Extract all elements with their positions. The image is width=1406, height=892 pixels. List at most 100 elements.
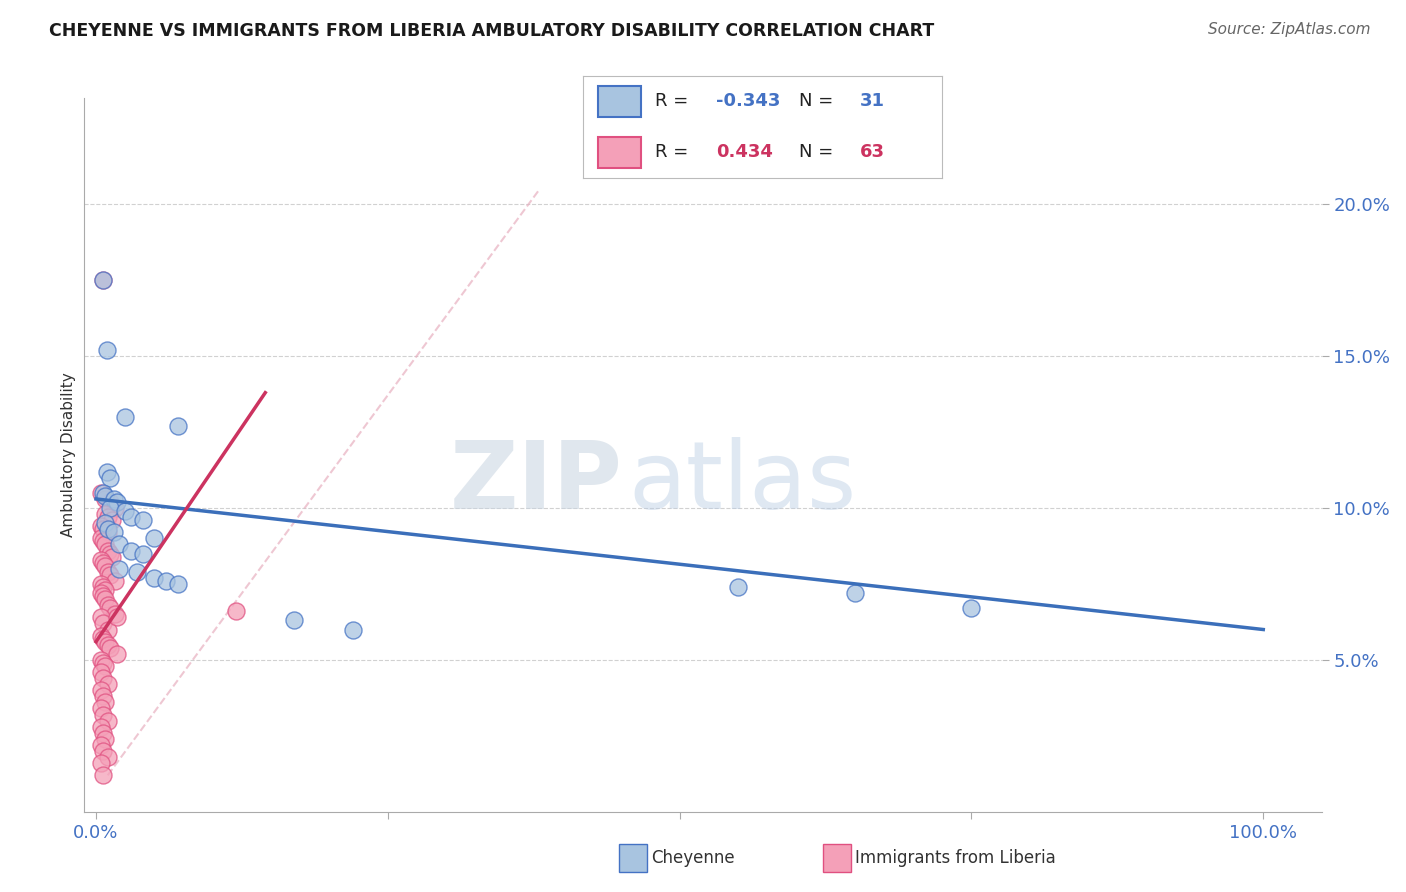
Text: atlas: atlas: [628, 437, 858, 530]
Point: [94, 659, 117, 673]
Text: ZIP: ZIP: [450, 437, 623, 530]
Point: [90, 519, 112, 533]
Point: [91, 273, 114, 287]
Point: [101, 513, 124, 527]
Point: [91, 616, 114, 631]
Point: [91, 522, 114, 536]
Text: Immigrants from Liberia: Immigrants from Liberia: [855, 849, 1056, 867]
Point: [94, 491, 117, 506]
Point: [97, 638, 120, 652]
Point: [90, 586, 112, 600]
Point: [727, 580, 749, 594]
Point: [91, 534, 114, 549]
Point: [166, 419, 188, 434]
Point: [90, 629, 112, 643]
Point: [97, 623, 120, 637]
Text: CHEYENNE VS IMMIGRANTS FROM LIBERIA AMBULATORY DISABILITY CORRELATION CHART: CHEYENNE VS IMMIGRANTS FROM LIBERIA AMBU…: [49, 22, 935, 40]
Y-axis label: Ambulatory Disability: Ambulatory Disability: [60, 373, 76, 537]
Point: [94, 634, 117, 648]
Point: [114, 409, 136, 424]
Point: [98, 640, 121, 655]
Point: [94, 695, 117, 709]
Point: [97, 522, 120, 536]
Point: [143, 571, 166, 585]
Text: Cheyenne: Cheyenne: [651, 849, 734, 867]
Point: [94, 516, 117, 531]
Point: [90, 720, 112, 734]
Point: [90, 610, 112, 624]
Point: [105, 495, 128, 509]
Point: [155, 574, 177, 588]
FancyBboxPatch shape: [598, 137, 641, 168]
Point: [91, 690, 114, 704]
Point: [97, 525, 120, 540]
Point: [98, 601, 121, 615]
Point: [960, 601, 983, 615]
Point: [120, 543, 142, 558]
Point: [91, 768, 114, 782]
Point: [94, 507, 117, 521]
Point: [108, 537, 131, 551]
Point: [103, 491, 125, 506]
Point: [105, 647, 128, 661]
Point: [225, 604, 247, 618]
Point: [94, 558, 117, 573]
Point: [125, 565, 148, 579]
Point: [101, 549, 124, 564]
Point: [94, 592, 117, 607]
Text: N =: N =: [799, 144, 838, 161]
Point: [94, 489, 117, 503]
Text: R =: R =: [655, 144, 700, 161]
Text: N =: N =: [799, 92, 838, 110]
Point: [91, 273, 114, 287]
Text: 63: 63: [859, 144, 884, 161]
Point: [104, 574, 127, 588]
Point: [98, 567, 121, 582]
Point: [91, 707, 114, 722]
Point: [94, 731, 117, 746]
Point: [91, 580, 114, 594]
Point: [91, 725, 114, 739]
Point: [91, 556, 114, 570]
Point: [844, 586, 866, 600]
Point: [98, 495, 121, 509]
Text: 0.434: 0.434: [716, 144, 773, 161]
FancyBboxPatch shape: [598, 87, 641, 117]
Point: [143, 532, 166, 546]
Point: [90, 577, 112, 591]
Point: [97, 599, 120, 613]
Point: [90, 552, 112, 566]
Point: [103, 525, 125, 540]
Point: [96, 343, 118, 358]
Point: [94, 582, 117, 597]
Point: [120, 510, 142, 524]
Point: [91, 589, 114, 603]
Point: [114, 504, 136, 518]
Point: [94, 537, 117, 551]
Point: [90, 532, 112, 546]
Point: [97, 510, 120, 524]
Point: [98, 501, 121, 516]
Point: [97, 714, 120, 728]
Text: -0.343: -0.343: [716, 92, 780, 110]
Point: [283, 614, 305, 628]
Text: Source: ZipAtlas.com: Source: ZipAtlas.com: [1208, 22, 1371, 37]
Point: [96, 465, 118, 479]
Point: [342, 623, 364, 637]
Point: [90, 738, 112, 752]
Point: [91, 744, 114, 758]
Point: [104, 607, 127, 622]
Point: [91, 632, 114, 646]
Point: [166, 577, 188, 591]
Point: [97, 565, 120, 579]
Point: [90, 756, 112, 771]
Point: [90, 486, 112, 500]
Point: [108, 562, 131, 576]
Text: 31: 31: [859, 92, 884, 110]
Point: [132, 547, 155, 561]
Point: [97, 543, 120, 558]
Point: [90, 683, 112, 698]
Point: [91, 486, 114, 500]
Point: [105, 610, 128, 624]
Point: [97, 750, 120, 764]
